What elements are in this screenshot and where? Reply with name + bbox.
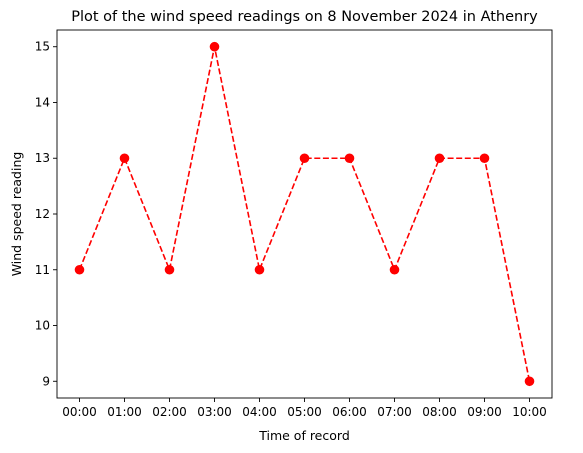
- x-tick-label: 06:00: [332, 405, 367, 419]
- y-axis-title: Wind speed reading: [9, 152, 24, 277]
- x-tick-label: 04:00: [242, 405, 277, 419]
- x-tick-label: 02:00: [152, 405, 187, 419]
- data-point: [389, 264, 400, 275]
- data-point: [74, 264, 85, 275]
- chart-title: Plot of the wind speed readings on 8 Nov…: [71, 9, 538, 25]
- y-tick-label: 15: [35, 40, 50, 54]
- data-point: [344, 153, 355, 164]
- x-tick-label: 10:00: [512, 405, 547, 419]
- data-point: [524, 376, 535, 387]
- data-point: [254, 264, 265, 275]
- x-tick-label: 03:00: [197, 405, 232, 419]
- x-tick-label: 07:00: [377, 405, 412, 419]
- data-point: [434, 153, 445, 164]
- x-tick-label: 05:00: [287, 405, 322, 419]
- x-axis: 00:00 01:00 02:00 03:00 04:00 05:00 06:00 07:00…: [62, 398, 547, 419]
- plot-frame: [56, 29, 553, 399]
- x-tick-label: 08:00: [422, 405, 457, 419]
- x-tick-label: 09:00: [467, 405, 502, 419]
- x-tick-label: 00:00: [62, 405, 97, 419]
- data-point: [299, 153, 310, 164]
- data-point: [119, 153, 130, 164]
- y-tick-label: 10: [35, 319, 50, 333]
- y-tick-label: 11: [35, 263, 50, 277]
- series-line: [78, 46, 531, 382]
- data-point: [479, 153, 490, 164]
- y-axis: 9 10 11 12 13 14 15: [35, 40, 57, 388]
- plot-area: [56, 29, 553, 399]
- x-tick-label: 01:00: [107, 405, 142, 419]
- y-tick-label: 12: [35, 207, 50, 221]
- x-axis-title: Time of record: [258, 428, 350, 443]
- data-point: [209, 41, 220, 52]
- y-tick-label: 9: [42, 374, 50, 388]
- y-tick-label: 14: [35, 95, 50, 109]
- data-point: [164, 264, 175, 275]
- y-tick-label: 13: [35, 151, 50, 165]
